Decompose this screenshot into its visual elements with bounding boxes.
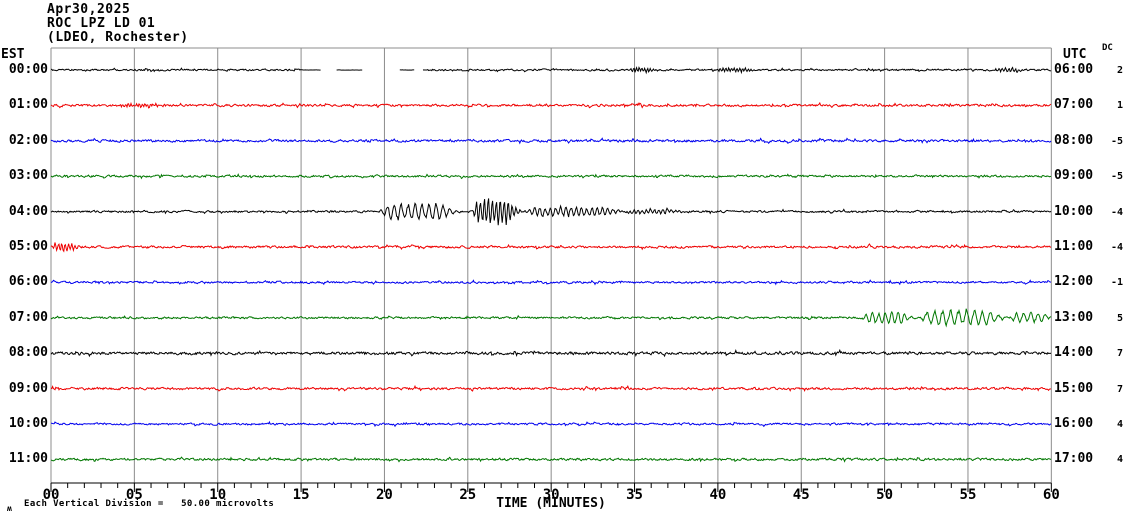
dc-offset-value: 5 (1116, 312, 1123, 324)
est-time-label: 08:00 (8, 345, 48, 361)
est-time-label: 01:00 (8, 97, 48, 113)
dc-column-label: DC (1102, 43, 1113, 53)
est-time-label: 09:00 (8, 380, 48, 396)
utc-time-label: 13:00 (1054, 309, 1094, 325)
seismogram-trace (51, 420, 1052, 428)
scale-note: Each Vertical Division = 50.00 microvolt… (24, 499, 275, 509)
dc-offset-value: 7 (1116, 383, 1123, 395)
utc-time-label: 07:00 (1054, 97, 1094, 113)
utc-time-label: 12:00 (1054, 274, 1094, 290)
x-tick-label: 10 (209, 487, 227, 503)
x-tick-label: 00 (42, 487, 60, 503)
seismogram-trace (50, 66, 1052, 75)
x-tick-label: 20 (376, 487, 393, 503)
utc-axis-label: UTC (1063, 47, 1087, 62)
seismogram-trace (50, 173, 1052, 180)
utc-time-label: 08:00 (1054, 132, 1094, 148)
dc-offset-value: -1 (1110, 277, 1123, 289)
x-tick-label: 45 (792, 487, 810, 503)
est-time-label: 03:00 (8, 168, 48, 184)
x-tick-label: 60 (1042, 487, 1060, 503)
utc-time-label: 10:00 (1054, 203, 1094, 219)
x-tick-label: 15 (292, 487, 310, 503)
dc-offset-value: 4 (1116, 419, 1123, 430)
dc-offset-value: 4 (1116, 454, 1123, 466)
x-tick-label: 25 (459, 487, 477, 503)
x-tick-label: 40 (709, 487, 727, 503)
dc-offset-value: 7 (1116, 348, 1123, 360)
est-time-label: 02:00 (8, 132, 48, 148)
dc-offset-value: -4 (1110, 242, 1123, 253)
x-tick-label: 30 (542, 487, 560, 503)
est-axis-label: EST (1, 47, 25, 62)
x-tick-label: 55 (959, 487, 977, 503)
seismogram-trace (50, 242, 1052, 253)
utc-time-label: 16:00 (1054, 416, 1094, 431)
utc-time-label: 14:00 (1054, 345, 1094, 361)
utc-time-label: 17:00 (1054, 451, 1094, 467)
est-time-label: 04:00 (8, 203, 48, 219)
utc-time-label: 15:00 (1054, 380, 1094, 396)
seismogram-trace (50, 348, 1052, 358)
seismogram-trace (50, 384, 1052, 393)
dc-offset-value: 2 (1116, 65, 1123, 76)
x-axis-title: TIME (MINUTES) (496, 496, 606, 511)
header-location: (LDEO, Rochester) (47, 30, 189, 45)
seismogram-trace (50, 308, 1052, 328)
scale-glyph: ʍ (7, 504, 12, 513)
dc-offset-value: -5 (1110, 171, 1123, 183)
est-time-label: 00:00 (8, 62, 48, 77)
seismogram-trace (50, 101, 1052, 109)
est-time-label: 11:00 (8, 451, 48, 467)
x-tick-label: 05 (125, 487, 143, 503)
plot-header: Apr30,2025 ROC LPZ LD 01 (LDEO, Rocheste… (47, 3, 189, 45)
est-time-label: 10:00 (8, 416, 48, 431)
dc-offset-value: 1 (1116, 100, 1123, 112)
utc-time-label: 11:00 (1054, 239, 1094, 254)
est-time-label: 06:00 (8, 274, 48, 290)
est-time-label: 07:00 (8, 309, 48, 325)
x-tick-label: 35 (626, 487, 643, 503)
seismogram-trace (51, 456, 1052, 463)
utc-time-label: 09:00 (1054, 168, 1094, 184)
header-date: Apr30,2025 (47, 2, 131, 17)
utc-time-label: 06:00 (1054, 62, 1094, 77)
dc-offset-value: -5 (1110, 135, 1123, 147)
seismogram-trace (50, 198, 1052, 226)
x-tick-label: 50 (876, 487, 894, 503)
dc-offset-value: -4 (1110, 206, 1123, 218)
seismogram-trace (50, 279, 1052, 286)
est-time-label: 05:00 (8, 239, 48, 254)
header-station: ROC LPZ LD 01 (47, 16, 156, 31)
seismogram-trace (50, 137, 1052, 145)
